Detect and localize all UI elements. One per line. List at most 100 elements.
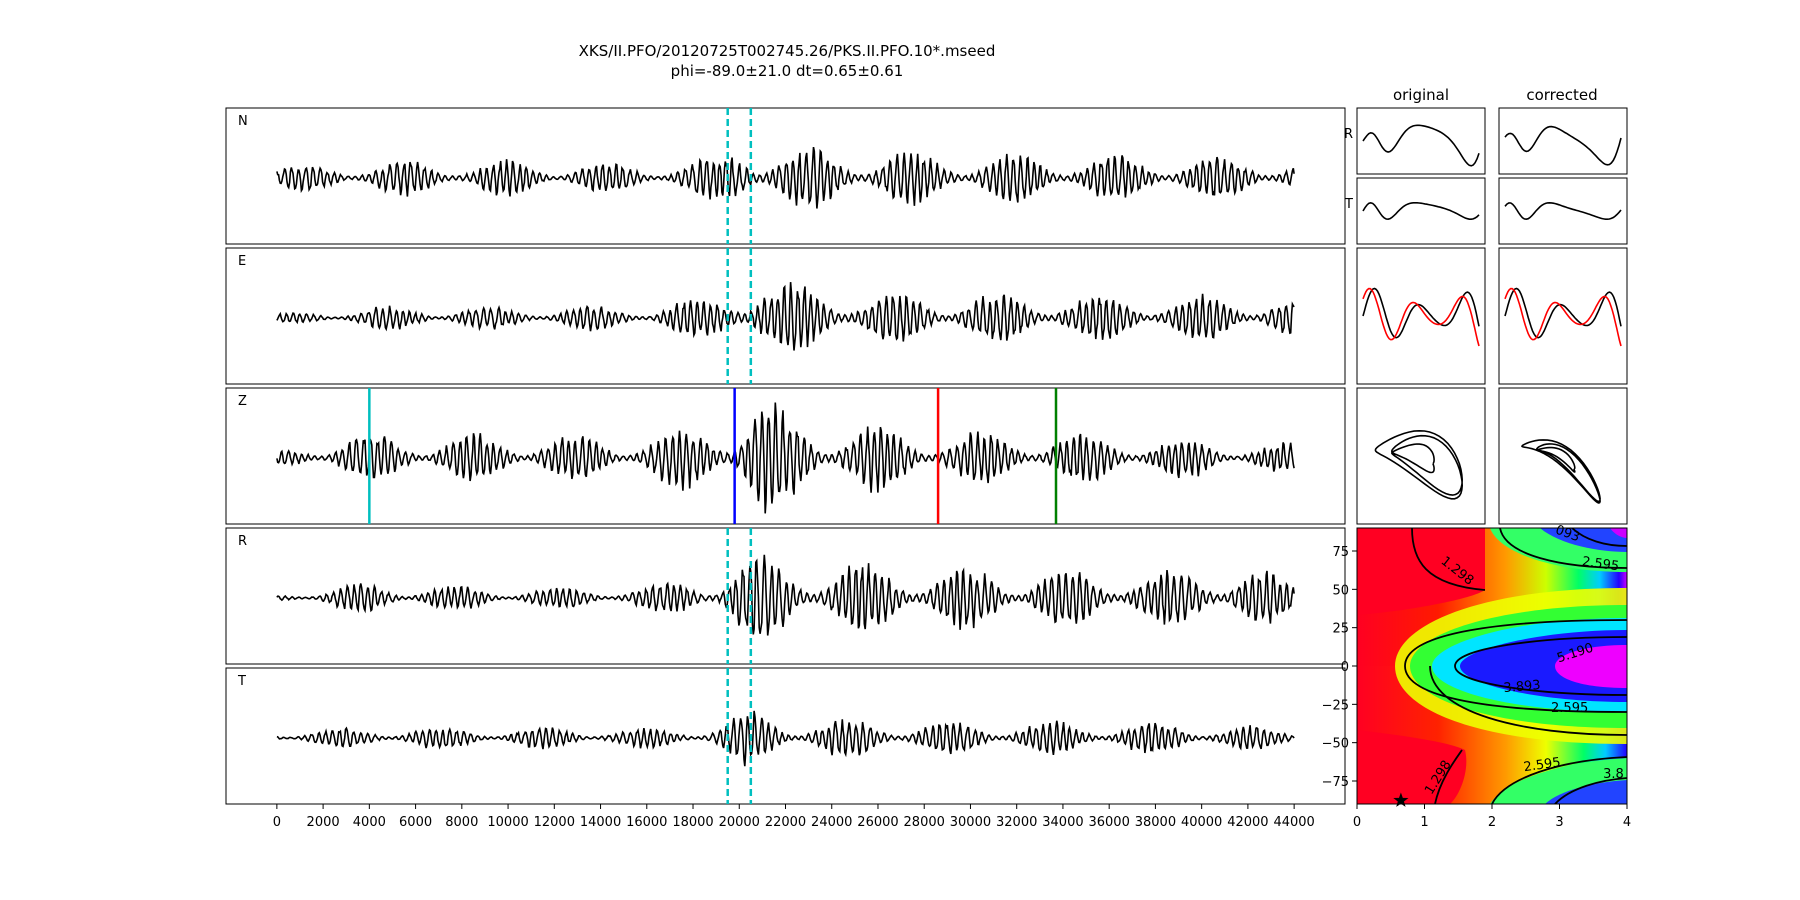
- comparison-panel-frame: [1356, 177, 1486, 245]
- es-y-tick-label: 75: [1332, 545, 1349, 560]
- overlay-trace-red: [1504, 287, 1622, 347]
- x-tick-label: 20000: [719, 815, 760, 830]
- x-tick-label: 8000: [445, 815, 478, 830]
- comparison-row-label: T: [1344, 197, 1353, 212]
- comparison-panel-frame: [1356, 387, 1486, 525]
- trace-panel-label: N: [238, 114, 248, 129]
- x-tick-label: 18000: [672, 815, 713, 830]
- es-x-tick-label: 0: [1353, 815, 1361, 830]
- figure-title-line1: XKS/II.PFO/20120725T002745.26/PKS.II.PFO…: [579, 42, 996, 60]
- contour-line-6: [1429, 665, 1627, 736]
- contour-label: 2.595: [1581, 554, 1620, 574]
- contour-line-8: [1491, 756, 1627, 804]
- seismogram-trace-E: [276, 282, 1295, 351]
- es-x-tick-label: 1: [1420, 815, 1428, 830]
- comparison-panel-frame: [1498, 107, 1628, 175]
- seismogram-trace-N: [276, 146, 1295, 209]
- trace-panels: N E Z R T: [225, 107, 1346, 805]
- trace-panel-label: Z: [238, 394, 247, 409]
- error-surface-bottom-right-blue: [1545, 780, 1627, 804]
- error-surface-axes: 0 1 2 3 4 75 50 25 0 −25 −50 −75: [1322, 545, 1632, 830]
- es-y-tick-label: 50: [1332, 583, 1349, 598]
- overlay-trace-red: [1362, 287, 1480, 347]
- trace-panel-label: T: [237, 674, 246, 689]
- x-tick-label: 30000: [950, 815, 991, 830]
- best-fit-star-icon: [1393, 792, 1409, 807]
- x-tick-label: 12000: [534, 815, 575, 830]
- contour-line-7: [1434, 749, 1463, 804]
- trace-panel-frame: [225, 247, 1346, 385]
- seismogram-trace-Z: [276, 402, 1295, 514]
- trace-panel-R: R: [225, 527, 1346, 665]
- x-tick-label: 26000: [857, 815, 898, 830]
- comparison-panel-frame: [1498, 177, 1628, 245]
- trace-panel-frame: [225, 387, 1346, 525]
- seismogram-trace-R: [276, 554, 1295, 636]
- comparison-panel-frame: [1356, 107, 1486, 175]
- x-tick-label: 10000: [487, 815, 528, 830]
- comparison-trace-T: [1362, 201, 1480, 221]
- error-surface-magenta-core: [1555, 645, 1627, 688]
- contour-line-9: [1554, 777, 1627, 804]
- x-tick-label: 6000: [399, 815, 432, 830]
- comparison-panel-original-4: [1356, 387, 1486, 525]
- x-tick-label: 14000: [580, 815, 621, 830]
- x-tick-label: 44000: [1273, 815, 1314, 830]
- particle-motion-trace: [1521, 439, 1601, 504]
- contour-line-1: [1411, 528, 1486, 591]
- comparison-panel-original-1: R: [1344, 107, 1486, 175]
- overlay-trace-black: [1362, 287, 1480, 339]
- contour-label: 3.893: [1503, 678, 1541, 696]
- es-y-tick-label: 25: [1332, 622, 1349, 637]
- comparison-panel-corrected-3: [1498, 247, 1628, 385]
- es-y-tick-label: −50: [1322, 737, 1349, 752]
- es-x-tick-label: 3: [1555, 815, 1563, 830]
- x-tick-label: 22000: [765, 815, 806, 830]
- trace-panel-T: T: [225, 667, 1346, 805]
- comparison-panel-frame: [1498, 247, 1628, 385]
- x-tick-label: 34000: [1042, 815, 1083, 830]
- comparison-panel-original-2: T: [1344, 177, 1486, 245]
- error-surface-top-right-blue: [1540, 528, 1627, 552]
- trace-panel-E: E: [225, 247, 1346, 385]
- particle-motion-trace: [1374, 429, 1464, 500]
- contour-line-4: [1404, 619, 1627, 713]
- x-tick-label: 32000: [996, 815, 1037, 830]
- trace-panel-label: R: [238, 534, 247, 549]
- es-x-tick-label: 4: [1623, 815, 1631, 830]
- contour-label: 2.595: [1523, 755, 1562, 775]
- x-tick-label: 36000: [1088, 815, 1129, 830]
- x-tick-label: 28000: [904, 815, 945, 830]
- es-y-tick-label: −25: [1322, 698, 1349, 713]
- error-surface-bottom-left-red: [1357, 730, 1467, 804]
- contour-label: 3.8: [1603, 767, 1624, 782]
- x-tick-label: 24000: [811, 815, 852, 830]
- trace-panel-frame: [225, 107, 1346, 245]
- error-surface-top-right-magenta: [1610, 528, 1627, 538]
- comparison-row-label: R: [1344, 127, 1353, 142]
- comparison-panel-frame: [1356, 247, 1486, 385]
- x-tick-label: 2000: [307, 815, 340, 830]
- x-tick-label: 40000: [1181, 815, 1222, 830]
- comparison-trace-R: [1362, 124, 1480, 167]
- column-title-original: original: [1393, 86, 1449, 104]
- x-tick-label: 38000: [1135, 815, 1176, 830]
- es-x-tick-label: 2: [1488, 815, 1496, 830]
- trace-panel-label: E: [238, 254, 246, 269]
- comparison-panel-corrected-4: [1498, 387, 1628, 525]
- comparison-panel-frame: [1498, 387, 1628, 525]
- comparison-trace-T: [1504, 201, 1622, 221]
- x-tick-label: 42000: [1227, 815, 1268, 830]
- seismogram-trace-T: [276, 710, 1295, 767]
- x-tick-label: 16000: [626, 815, 667, 830]
- comparison-trace-R: [1504, 125, 1622, 166]
- comparison-panel-corrected-2: [1498, 177, 1628, 245]
- contour-line-3: [1571, 528, 1627, 547]
- comparison-panel-original-3: [1356, 247, 1486, 385]
- trace-panel-Z: Z: [225, 387, 1346, 525]
- contour-line-5: [1454, 636, 1627, 696]
- es-y-tick-label: −75: [1322, 775, 1349, 790]
- column-title-corrected: corrected: [1526, 86, 1597, 104]
